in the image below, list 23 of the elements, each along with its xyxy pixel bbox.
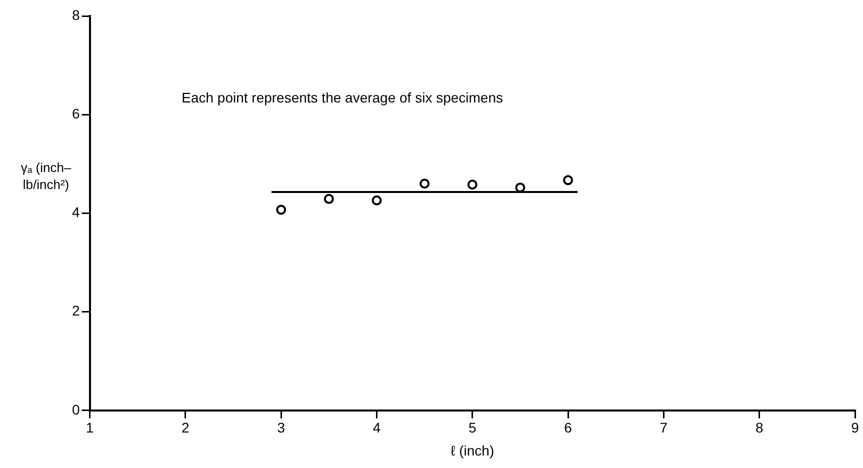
point bbox=[467, 180, 478, 190]
y-tick-label: 6 bbox=[72, 105, 80, 122]
point bbox=[276, 204, 286, 215]
y-axis-title: γₐ (inch–lb/inch²) bbox=[20, 160, 72, 194]
y-tick-label: 0 bbox=[72, 401, 80, 418]
y-tick-label: 4 bbox=[72, 204, 80, 220]
x-tick-label: 4 bbox=[372, 420, 381, 436]
point bbox=[420, 178, 430, 189]
point bbox=[324, 194, 334, 204]
annotation: Each point represents the average of six specimens bbox=[182, 90, 504, 106]
x-tick-label: 1 bbox=[86, 420, 94, 436]
x-tick-label: 3 bbox=[277, 420, 286, 436]
x-tick-label: 7 bbox=[660, 420, 668, 436]
x-tick-label: 2 bbox=[182, 420, 190, 436]
y-tick-label: 8 bbox=[72, 6, 80, 23]
point bbox=[563, 175, 574, 186]
x-tick-label: 8 bbox=[755, 420, 764, 436]
x-axis-title: ℓ (inch) bbox=[450, 442, 494, 458]
x-tick-label: 9 bbox=[851, 420, 860, 436]
point bbox=[372, 195, 382, 206]
x-tick-label: 6 bbox=[564, 420, 572, 436]
y-tick-label: 2 bbox=[72, 302, 80, 319]
x-tick-label: 5 bbox=[468, 420, 476, 436]
